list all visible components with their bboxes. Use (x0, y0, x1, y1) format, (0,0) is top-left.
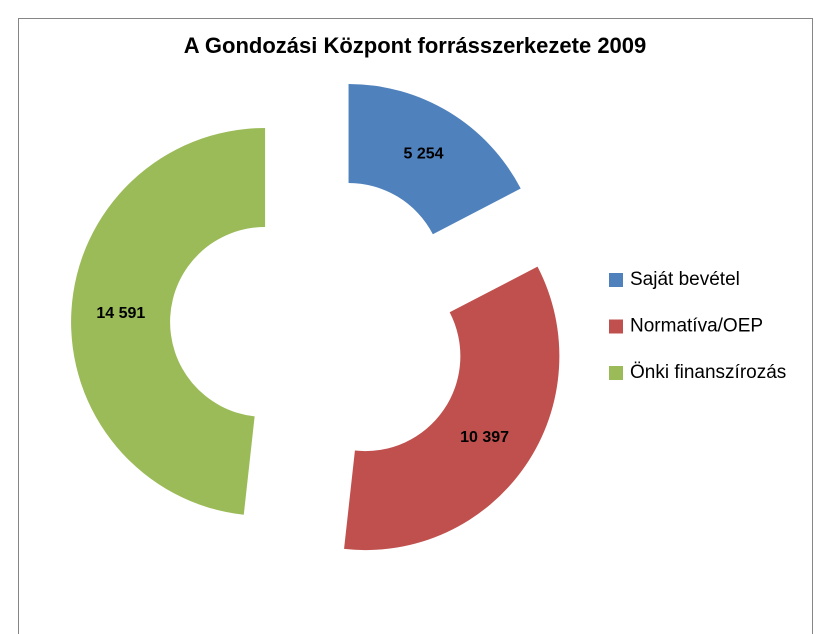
donut-segment (344, 266, 560, 551)
legend-label: Normatíva/OEP (630, 316, 763, 337)
legend-swatch (609, 319, 623, 334)
data-label: 10 397 (460, 429, 509, 446)
donut-segment (71, 127, 266, 515)
legend-label: Saját bevétel (630, 269, 740, 290)
legend-label: Önki finanszírozás (630, 362, 786, 383)
data-label: 14 591 (96, 305, 145, 322)
legend-swatch (609, 366, 623, 380)
donut-segment (348, 83, 521, 235)
data-label: 5 254 (404, 146, 444, 163)
legend-swatch (609, 273, 623, 287)
chart-title: A Gondozási Központ forrásszerkezete 200… (184, 33, 647, 58)
